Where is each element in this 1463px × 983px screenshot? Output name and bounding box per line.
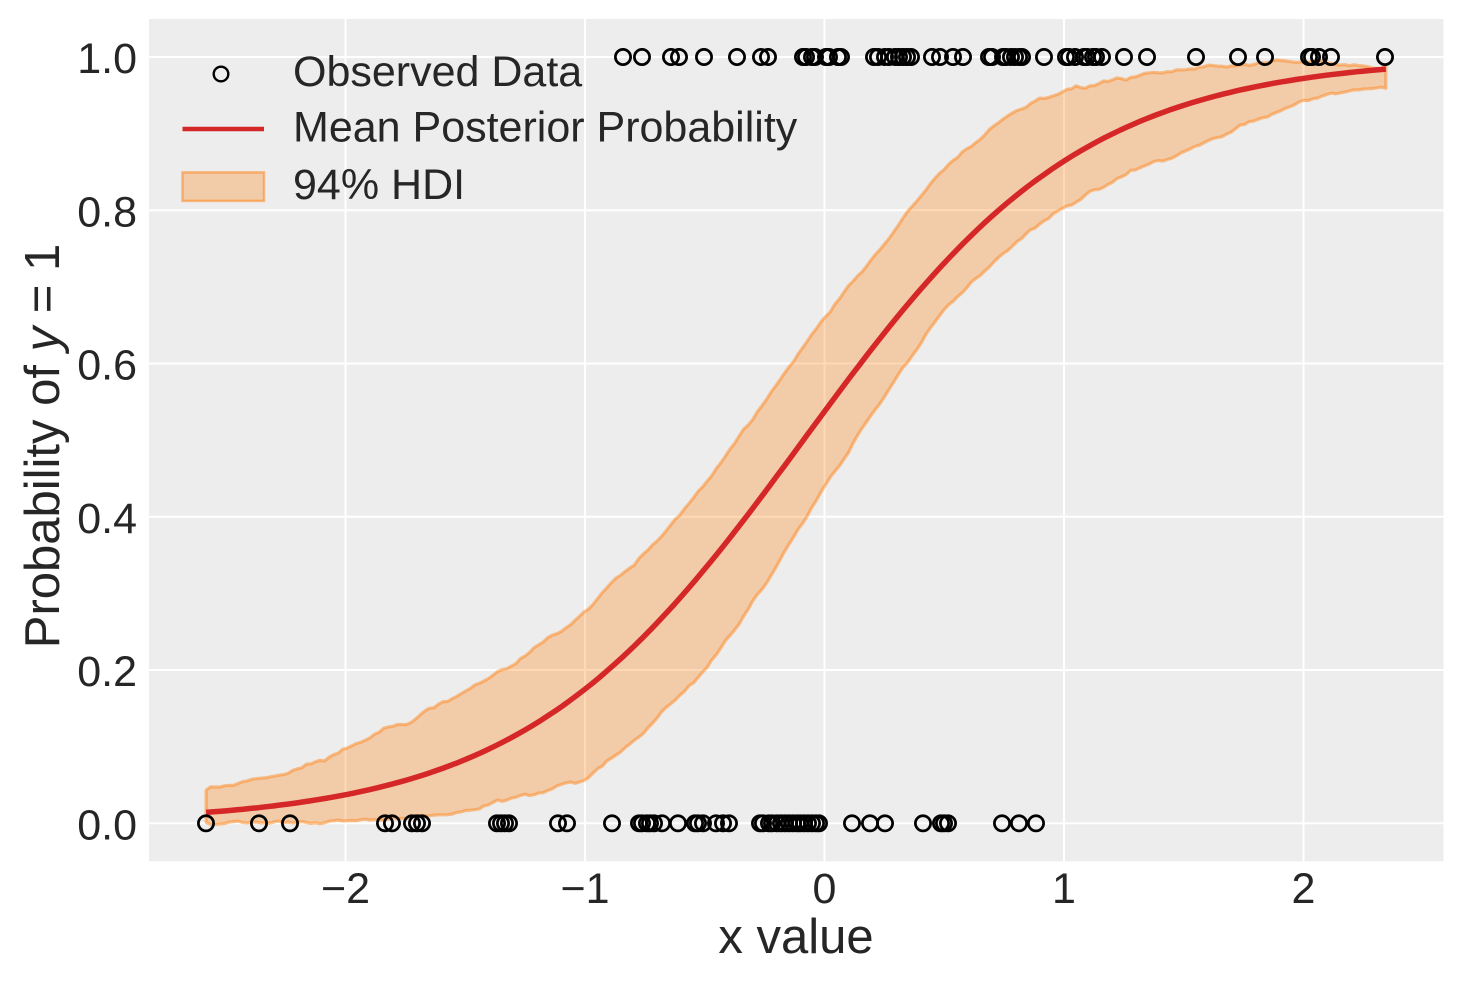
svg-text:Mean Posterior Probability: Mean Posterior Probability <box>293 104 798 152</box>
svg-text:x value: x value <box>718 910 873 964</box>
svg-text:1: 1 <box>1052 865 1076 913</box>
svg-text:Probability of y = 1: Probability of y = 1 <box>16 244 70 648</box>
svg-text:1.0: 1.0 <box>77 35 137 83</box>
svg-text:Observed Data: Observed Data <box>293 48 582 96</box>
svg-text:0: 0 <box>813 865 837 913</box>
svg-text:0.6: 0.6 <box>77 342 137 390</box>
svg-text:−2: −2 <box>321 865 370 913</box>
svg-text:0.8: 0.8 <box>77 188 137 236</box>
svg-text:0.0: 0.0 <box>77 801 137 849</box>
svg-text:−1: −1 <box>560 865 609 913</box>
svg-text:2: 2 <box>1292 865 1316 913</box>
svg-text:94% HDI: 94% HDI <box>293 161 465 209</box>
svg-text:0.4: 0.4 <box>77 495 137 543</box>
svg-text:0.2: 0.2 <box>77 648 137 696</box>
